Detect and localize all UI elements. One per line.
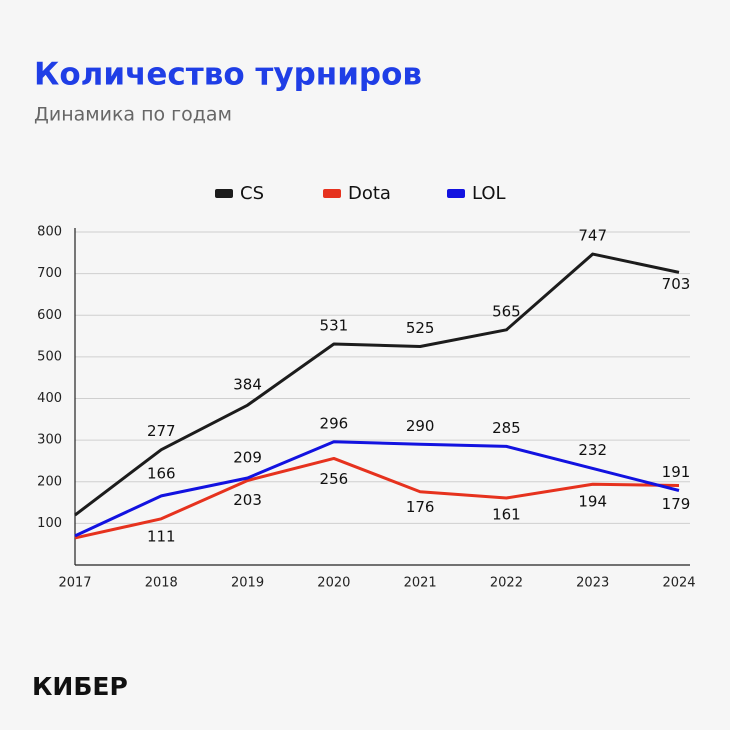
data-label: 203 — [233, 491, 262, 509]
data-label: 111 — [147, 527, 176, 545]
data-label: 179 — [662, 495, 691, 513]
legend-label: LOL — [472, 183, 506, 204]
x-tick-label: 2019 — [231, 576, 264, 591]
data-label: 191 — [662, 463, 691, 481]
y-tick-label: 700 — [37, 266, 62, 281]
y-tick-label: 600 — [37, 308, 62, 323]
data-label: 166 — [147, 464, 176, 482]
chart-title: Количество турниров — [34, 57, 422, 93]
data-label: 176 — [406, 498, 435, 516]
data-label: 525 — [406, 319, 435, 337]
data-label: 209 — [233, 449, 262, 467]
x-tick-label: 2021 — [404, 576, 437, 591]
y-tick-label: 200 — [37, 474, 62, 489]
legend-label: CS — [240, 183, 264, 204]
data-label: 296 — [320, 414, 349, 432]
data-label: 384 — [233, 376, 262, 394]
series-line — [74, 252, 680, 517]
data-label: 256 — [320, 470, 349, 488]
brand-logo: КИБЕР — [32, 672, 128, 701]
data-label: 194 — [578, 493, 607, 511]
series-line — [74, 456, 680, 540]
y-tick-label: 800 — [37, 225, 62, 240]
data-label: 290 — [406, 417, 435, 435]
legend-swatch — [215, 189, 233, 198]
x-tick-label: 2017 — [58, 576, 91, 591]
y-tick-label: 100 — [37, 516, 62, 531]
y-tick-label: 300 — [37, 433, 62, 448]
data-label: 285 — [492, 419, 521, 437]
data-label: 161 — [492, 505, 521, 523]
data-label: 703 — [662, 275, 691, 293]
data-label: 565 — [492, 302, 521, 320]
x-tick-label: 2018 — [145, 576, 178, 591]
x-tick-label: 2024 — [662, 576, 695, 591]
y-tick-label: 400 — [37, 391, 62, 406]
data-label: 747 — [578, 227, 607, 245]
data-label: 277 — [147, 422, 176, 440]
legend-swatch — [323, 189, 341, 198]
data-label: 232 — [578, 441, 607, 459]
data-label: 531 — [320, 316, 349, 334]
series-line — [74, 440, 680, 538]
x-tick-label: 2023 — [576, 576, 609, 591]
chart-subtitle: Динамика по годам — [34, 104, 232, 126]
y-tick-label: 500 — [37, 349, 62, 364]
legend-label: Dota — [348, 183, 391, 204]
x-tick-label: 2020 — [317, 576, 350, 591]
x-tick-label: 2022 — [490, 576, 523, 591]
legend-swatch — [447, 189, 465, 198]
